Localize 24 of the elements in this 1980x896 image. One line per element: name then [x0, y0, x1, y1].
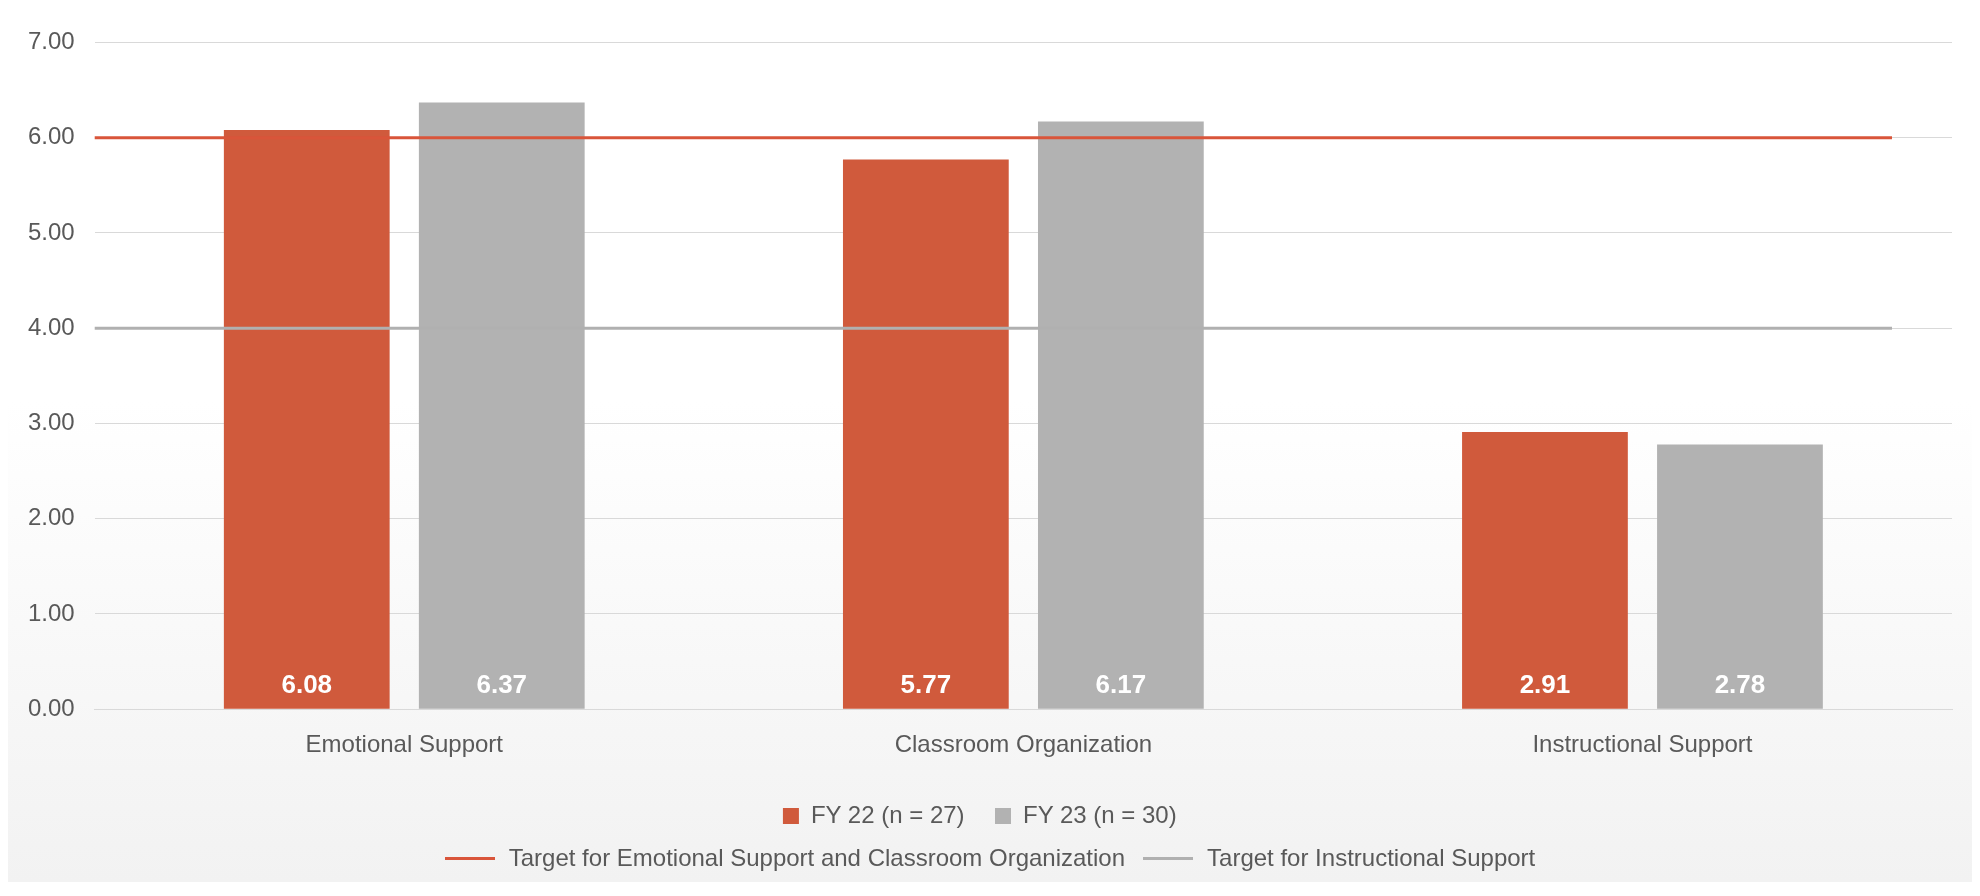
- data-label: 6.17: [1095, 668, 1147, 699]
- y-tick-label: 0.00: [27, 693, 75, 721]
- legend-label: Target for Instructional Support: [1207, 844, 1536, 872]
- x-tick-label: Emotional Support: [305, 730, 504, 758]
- bar: [1462, 432, 1628, 709]
- y-tick-label: 2.00: [27, 503, 75, 531]
- data-label: 5.77: [900, 668, 952, 699]
- bar: [1657, 444, 1823, 709]
- legend-label: FY 23 (n = 30): [1023, 800, 1177, 828]
- y-tick-label: 3.00: [27, 408, 75, 436]
- y-tick-label: 5.00: [27, 217, 75, 245]
- y-tick-label: 4.00: [27, 312, 75, 340]
- data-label: 6.37: [476, 668, 528, 699]
- legend-label: Target for Emotional Support and Classroom Organization: [508, 844, 1126, 872]
- legend-label: FY 22 (n = 27): [810, 800, 965, 828]
- x-tick-label: Classroom Organization: [894, 730, 1153, 758]
- x-tick-label: Instructional Support: [1532, 730, 1753, 758]
- data-label: 2.78: [1714, 668, 1766, 699]
- y-tick-label: 6.00: [27, 122, 75, 150]
- y-tick-label: 1.00: [27, 598, 75, 626]
- bar: [842, 159, 1009, 709]
- data-label: 2.91: [1519, 668, 1571, 699]
- y-tick-label: 7.00: [27, 27, 75, 55]
- data-label: 6.08: [281, 668, 333, 699]
